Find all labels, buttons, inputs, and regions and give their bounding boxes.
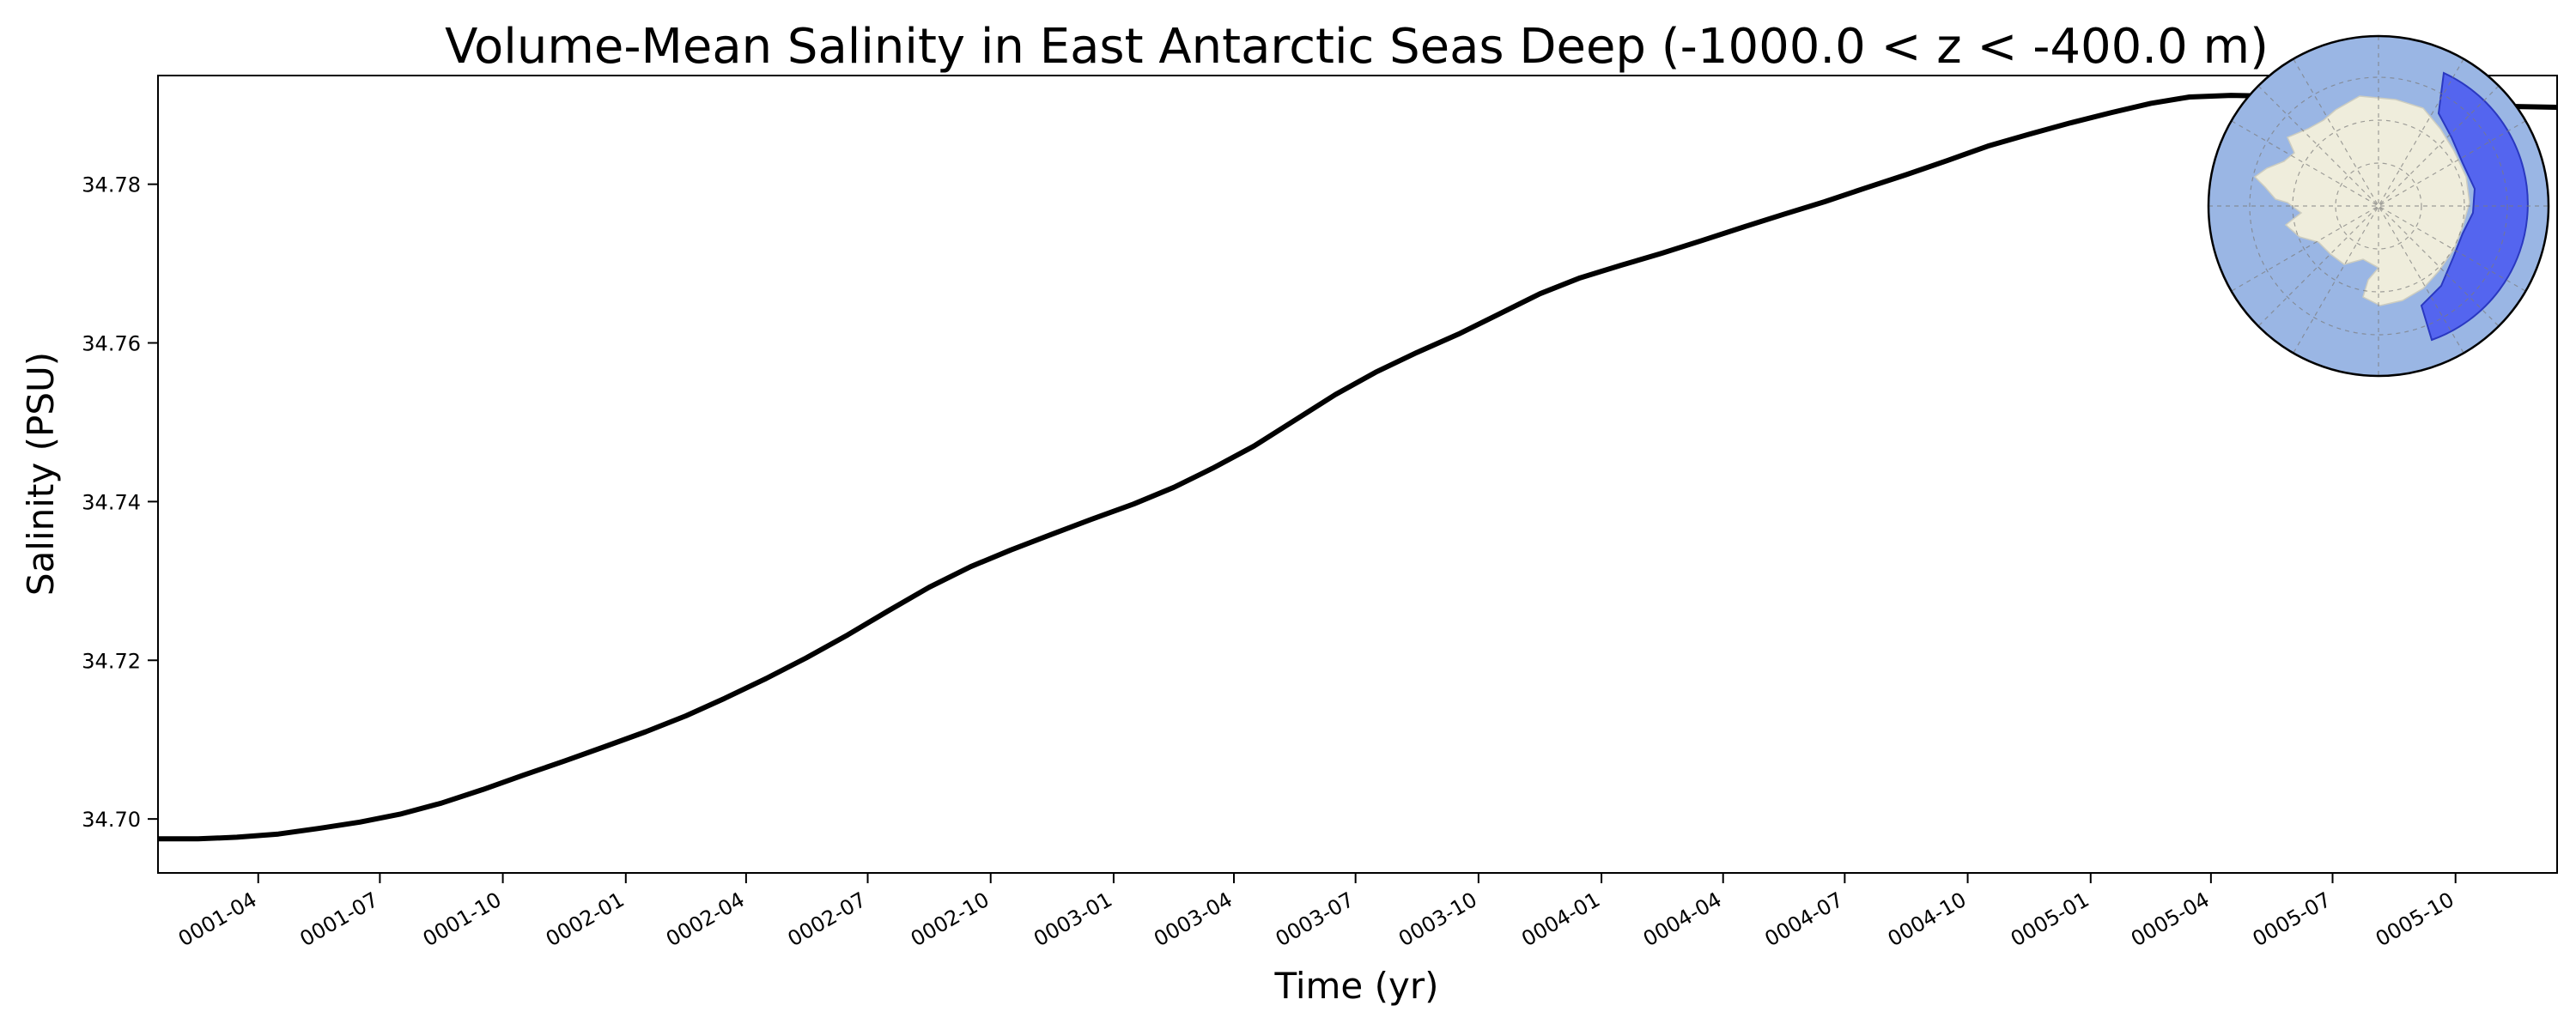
antarctica-landmass xyxy=(2253,95,2470,306)
x-tick-label: 0004-01 xyxy=(1517,888,1604,951)
x-tick-label: 0005-04 xyxy=(2127,888,2214,951)
x-tick-label: 0003-07 xyxy=(1272,888,1358,951)
y-tick-label: 34.70 xyxy=(82,808,141,832)
x-tick-label: 0002-04 xyxy=(662,888,749,951)
antarctica-inset-map xyxy=(2207,34,2550,378)
x-tick-label: 0004-10 xyxy=(1884,888,1971,951)
y-axis: 34.70 34.72 34.74 34.76 34.78 xyxy=(82,173,158,832)
x-tick-label: 0002-01 xyxy=(542,888,629,951)
y-tick-label: 34.72 xyxy=(82,649,141,673)
x-tick-label: 0001-10 xyxy=(419,888,506,951)
x-tick-label: 0005-07 xyxy=(2249,888,2336,951)
x-tick-label: 0003-04 xyxy=(1150,888,1236,951)
y-tick-label: 34.74 xyxy=(82,490,141,514)
x-tick-label: 0002-10 xyxy=(907,888,993,951)
salinity-series-line xyxy=(158,93,2558,842)
y-tick-label: 34.76 xyxy=(82,332,141,356)
x-tick-label: 0001-07 xyxy=(296,888,383,951)
x-tick-label: 0003-10 xyxy=(1394,888,1481,951)
x-tick-label: 0005-01 xyxy=(2007,888,2093,951)
east-antarctic-region xyxy=(2420,71,2529,342)
x-tick-label: 0005-10 xyxy=(2372,888,2458,951)
plot-area xyxy=(158,93,2558,842)
x-tick-label: 0002-07 xyxy=(784,888,871,951)
x-axis: 0001-04 0001-07 0001-10 0002-01 0002-04 0002-… xyxy=(174,873,2458,951)
x-tick-label: 0001-04 xyxy=(174,888,261,951)
x-tick-label: 0004-04 xyxy=(1639,888,1726,951)
chart-title: Volume-Mean Salinity in East Antarctic S… xyxy=(445,19,2269,75)
x-tick-label: 0003-01 xyxy=(1030,888,1116,951)
x-axis-title: Time (yr) xyxy=(1273,965,1438,1007)
y-tick-label: 34.78 xyxy=(82,173,141,197)
x-tick-label: 0004-07 xyxy=(1761,888,1848,951)
plot-frame xyxy=(157,75,2558,874)
y-axis-title: Salinity (PSU) xyxy=(20,352,62,596)
map-boundary xyxy=(2207,34,2550,378)
map-graticule xyxy=(2208,36,2549,376)
